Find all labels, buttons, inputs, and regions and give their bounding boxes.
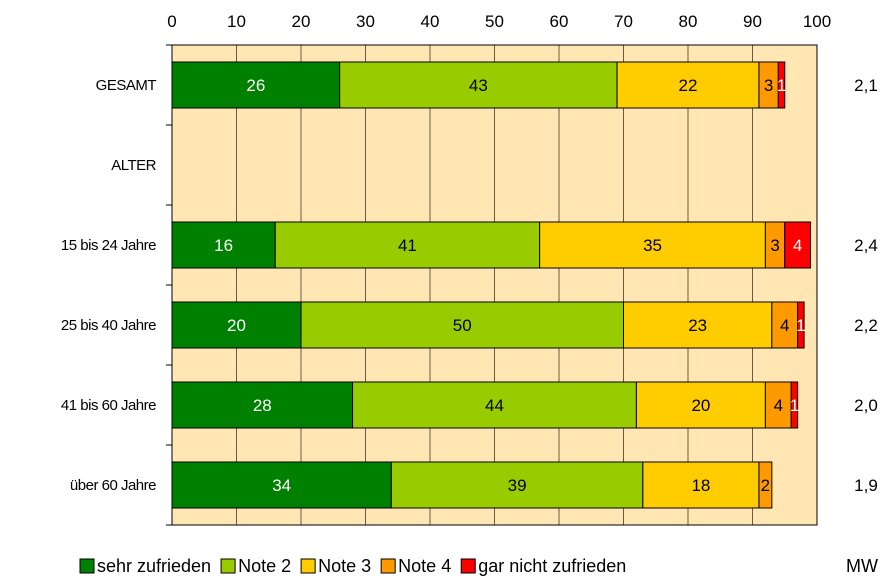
bar-segment (171, 221, 276, 269)
mw-value: 2,0 (854, 396, 878, 415)
data-label: 3 (764, 76, 773, 95)
bar-segment (784, 221, 812, 269)
data-label: 1 (790, 396, 799, 415)
data-label: 20 (227, 316, 246, 335)
category-label: 41 bis 60 Jahre (61, 397, 156, 414)
category-label: 25 bis 40 Jahre (61, 317, 156, 334)
grid-lines (166, 44, 818, 526)
bar-segment (352, 381, 637, 429)
data-label: 1 (796, 316, 805, 335)
legend-label: gar nicht zufrieden (478, 556, 626, 576)
data-label: 18 (691, 476, 710, 495)
data-label: 50 (453, 316, 472, 335)
data-label: 3 (770, 236, 779, 255)
x-tick-label: 40 (421, 12, 440, 31)
mw-value: 2,2 (854, 316, 878, 335)
mw-value: 1,9 (854, 476, 878, 495)
legend-swatch (220, 558, 236, 574)
bar-segment (539, 221, 766, 269)
data-label: 34 (272, 476, 291, 495)
bar-segment (390, 461, 644, 509)
legend-label: Note 3 (318, 556, 371, 576)
bar-segment (339, 61, 618, 109)
category-label: über 60 Jahre (70, 477, 156, 494)
data-label: 4 (793, 236, 802, 255)
legend-label: sehr zufrieden (97, 556, 211, 576)
legend-swatch (300, 558, 316, 574)
bar-segment (300, 301, 624, 349)
bar-segment (777, 61, 786, 109)
category-label: 15 bis 24 Jahre (61, 237, 156, 254)
data-label: 4 (774, 396, 783, 415)
data-label: 35 (643, 236, 662, 255)
x-axis-ticks: 0 10 20 30 40 50 60 70 80 90 100 (167, 12, 831, 31)
legend-label: Note 4 (398, 556, 451, 576)
x-tick-label: 20 (292, 12, 311, 31)
data-label: 44 (485, 396, 504, 415)
bar-segment (771, 301, 799, 349)
bar-segment (623, 301, 773, 349)
data-label: 39 (508, 476, 527, 495)
data-label: 43 (469, 76, 488, 95)
bar-segment (171, 61, 341, 109)
legend-swatch (380, 558, 396, 574)
category-label: GESAMT (96, 77, 157, 94)
data-label: 22 (679, 76, 698, 95)
data-label: 4 (780, 316, 789, 335)
x-tick-label: 80 (679, 12, 698, 31)
bars: 26 43 22 3 116 41 35 3 420 50 23 4 128 44 20 4 134 39 18 2 (171, 61, 812, 509)
bar-segment (171, 461, 392, 509)
data-label: 1 (777, 76, 786, 95)
x-tick-label: 60 (550, 12, 569, 31)
category-label: ALTER (111, 157, 156, 174)
data-label: 16 (214, 236, 233, 255)
x-tick-label: 0 (167, 12, 176, 31)
bar-segment (790, 381, 799, 429)
x-tick-label: 10 (227, 12, 246, 31)
legend: sehr zufrieden Note 2 Note 3 Note 4 gar nich… (79, 556, 878, 576)
category-labels: GESAMT ALTER 15 bis 24 Jahre 25 bis 40 Jahr… (61, 77, 157, 494)
bar-segment (797, 301, 805, 349)
bar-segment (642, 461, 760, 509)
data-label: 41 (398, 236, 417, 255)
bar-segment (171, 381, 354, 429)
x-tick-label: 70 (614, 12, 633, 31)
data-label: 28 (253, 396, 272, 415)
x-tick-label: 30 (356, 12, 375, 31)
legend-label: Note 2 (238, 556, 291, 576)
mean-values: 2,1 2,4 2,2 2,0 1,9 (854, 76, 878, 495)
mw-value: 2,4 (854, 236, 878, 255)
x-tick-label: 100 (803, 12, 831, 31)
bar-segment (274, 221, 541, 269)
data-label: 2 (761, 476, 770, 495)
data-label: 23 (688, 316, 707, 335)
bar-segment (171, 301, 302, 349)
legend-swatch (79, 558, 95, 574)
data-label: 20 (691, 396, 710, 415)
x-tick-label: 90 (743, 12, 762, 31)
legend-swatch (460, 558, 476, 574)
bar-segment (758, 461, 773, 509)
x-tick-label: 50 (485, 12, 504, 31)
mw-value: 2,1 (854, 76, 878, 95)
mw-header: MW (846, 556, 878, 576)
bar-segment (764, 381, 792, 429)
data-label: 26 (246, 76, 265, 95)
